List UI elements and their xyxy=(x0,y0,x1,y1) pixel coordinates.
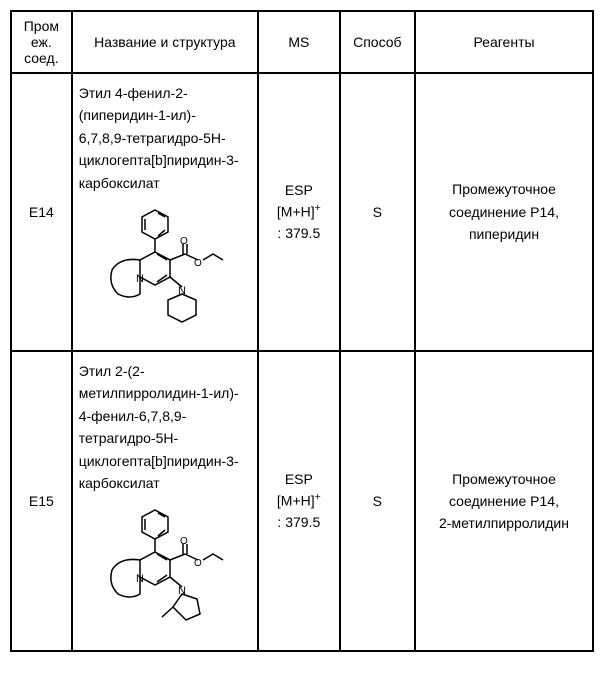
molecule-icon: N O O N xyxy=(90,502,240,642)
svg-text:O: O xyxy=(194,558,202,569)
structure-diagram: N O O N xyxy=(79,202,251,342)
ms-value: : 379.5 xyxy=(277,514,320,530)
svg-text:O: O xyxy=(180,236,188,247)
header-name-label: Название и структура xyxy=(94,34,235,50)
header-name: Название и структура xyxy=(72,11,258,73)
ms-ion: [M+H] xyxy=(277,204,315,220)
ms-ion: [M+H] xyxy=(277,493,315,509)
compound-id: E14 xyxy=(29,204,54,220)
header-reagents: Реагенты xyxy=(415,11,593,73)
compound-name-cell: Этил 4-фенил-2- (пиперидин-1-ил)- 6,7,8,… xyxy=(72,73,258,351)
compound-id-cell: E14 xyxy=(11,73,72,351)
compound-name-cell: Этил 2-(2- метилпирролидин-1-ил)- 4-фени… xyxy=(72,351,258,651)
method-value: S xyxy=(373,204,382,220)
header-method: Способ xyxy=(340,11,415,73)
header-method-label: Способ xyxy=(353,34,401,50)
reagents-cell: Промежуточное соединение Р14, 2-метилпир… xyxy=(415,351,593,651)
compound-name-text: Этил 4-фенил-2- (пиперидин-1-ил)- 6,7,8,… xyxy=(79,82,251,194)
compound-id-cell: E15 xyxy=(11,351,72,651)
method-cell: S xyxy=(340,351,415,651)
structure-diagram: N O O N xyxy=(79,502,251,642)
ms-cell: ESP [M+H]+ : 379.5 xyxy=(258,73,340,351)
table-row: E14 Этил 4-фенил-2- (пиперидин-1-ил)- 6,… xyxy=(11,73,593,351)
compound-name-text: Этил 2-(2- метилпирролидин-1-ил)- 4-фени… xyxy=(79,360,251,494)
ms-label: ESP xyxy=(285,471,313,487)
header-id: Пром еж. соед. xyxy=(11,11,72,73)
compound-id: E15 xyxy=(29,493,54,509)
ms-value: : 379.5 xyxy=(277,225,320,241)
svg-text:O: O xyxy=(194,258,202,269)
svg-text:O: O xyxy=(180,536,188,547)
header-ms-label: MS xyxy=(288,34,309,50)
method-value: S xyxy=(373,493,382,509)
header-reagents-label: Реагенты xyxy=(473,34,534,50)
header-row: Пром еж. соед. Название и структура MS С… xyxy=(11,11,593,73)
ms-charge: + xyxy=(315,202,321,214)
table-row: E15 Этил 2-(2- метилпирролидин-1-ил)- 4-… xyxy=(11,351,593,651)
header-ms: MS xyxy=(258,11,340,73)
compounds-table: Пром еж. соед. Название и структура MS С… xyxy=(10,10,594,652)
reagents-cell: Промежуточное соединение Р14, пиперидин xyxy=(415,73,593,351)
ms-label: ESP xyxy=(285,182,313,198)
molecule-icon: N O O N xyxy=(90,202,240,342)
ms-charge: + xyxy=(315,491,321,503)
method-cell: S xyxy=(340,73,415,351)
header-id-label: Пром еж. соед. xyxy=(24,18,59,66)
ms-cell: ESP [M+H]+ : 379.5 xyxy=(258,351,340,651)
